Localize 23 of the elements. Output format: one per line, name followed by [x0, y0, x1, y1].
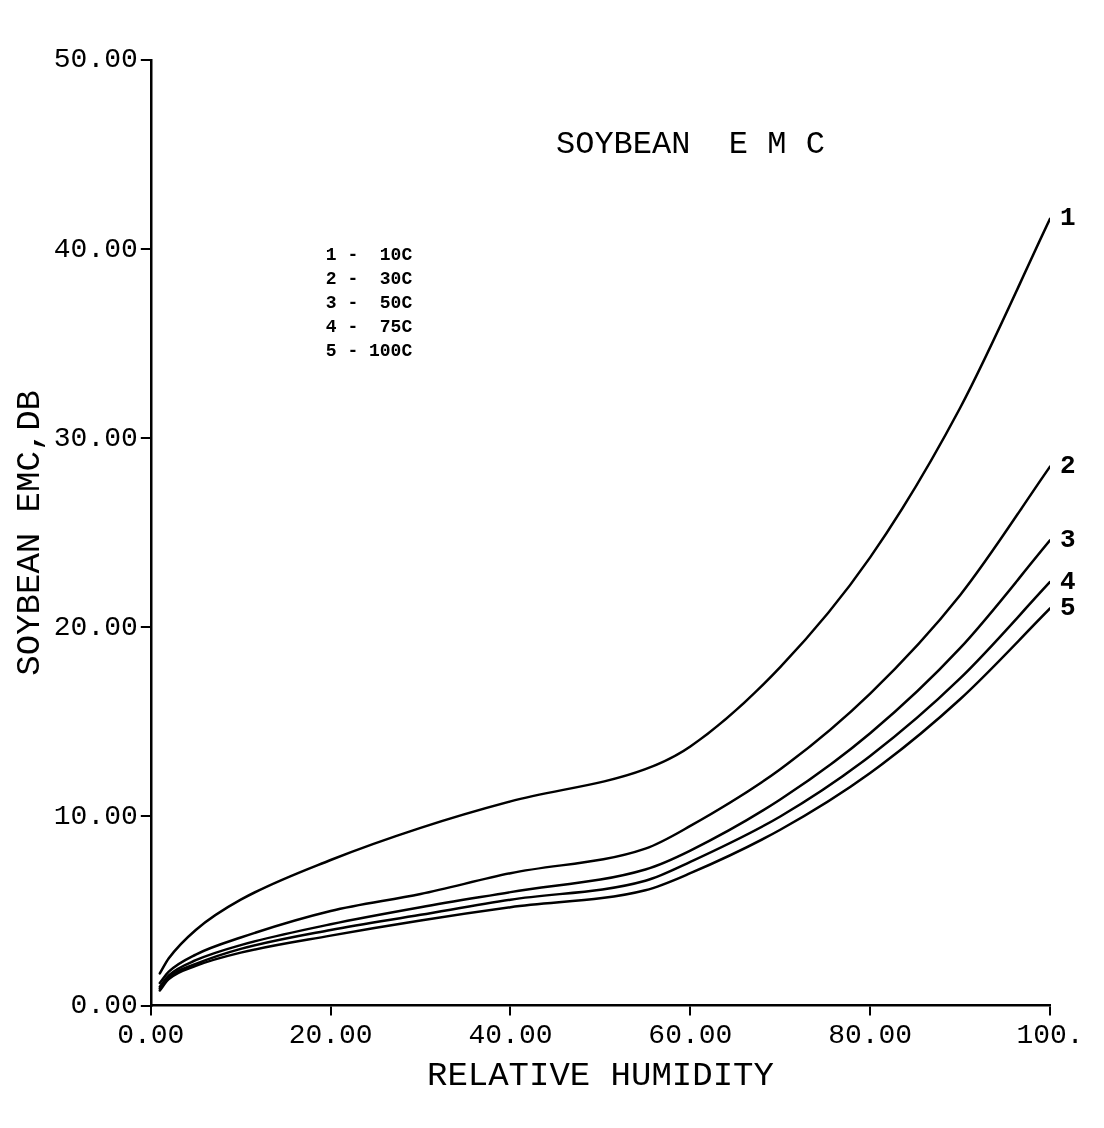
- y-tick-label: 20.00: [53, 611, 138, 643]
- x-axis-title: RELATIVE HUMIDITY: [426, 1056, 774, 1095]
- x-tick-label: 60.00: [648, 1019, 733, 1051]
- annotation: 3 - 50C: [325, 292, 413, 313]
- series-label: 2: [1060, 451, 1076, 482]
- annotation: 5 - 100C: [325, 340, 413, 361]
- x-tick-label: 80.00: [828, 1019, 913, 1051]
- y-tick-label: 40.00: [53, 233, 138, 265]
- annotation: 1 - 10C: [325, 244, 413, 265]
- y-tick-label: 50.00: [53, 44, 138, 76]
- text: SOYBEAN E M C: [555, 126, 825, 164]
- y-tick-label: 30.00: [53, 422, 138, 454]
- y-tick-label: 0.00: [70, 990, 138, 1022]
- annotation: 2 - 30C: [325, 268, 413, 289]
- series-label: 1: [1060, 203, 1076, 234]
- x-tick-label: 40.00: [468, 1019, 553, 1051]
- series-label: 3: [1060, 524, 1076, 555]
- y-axis-title: SOYBEAN EMC,DB: [11, 389, 50, 676]
- x-tick-label: 0.00: [117, 1019, 185, 1051]
- x-tick-label: 20.00: [288, 1019, 373, 1051]
- annotation: 4 - 75C: [325, 316, 413, 337]
- x-tick-label: 100.: [1016, 1019, 1084, 1051]
- y-tick-label: 10.00: [53, 800, 138, 832]
